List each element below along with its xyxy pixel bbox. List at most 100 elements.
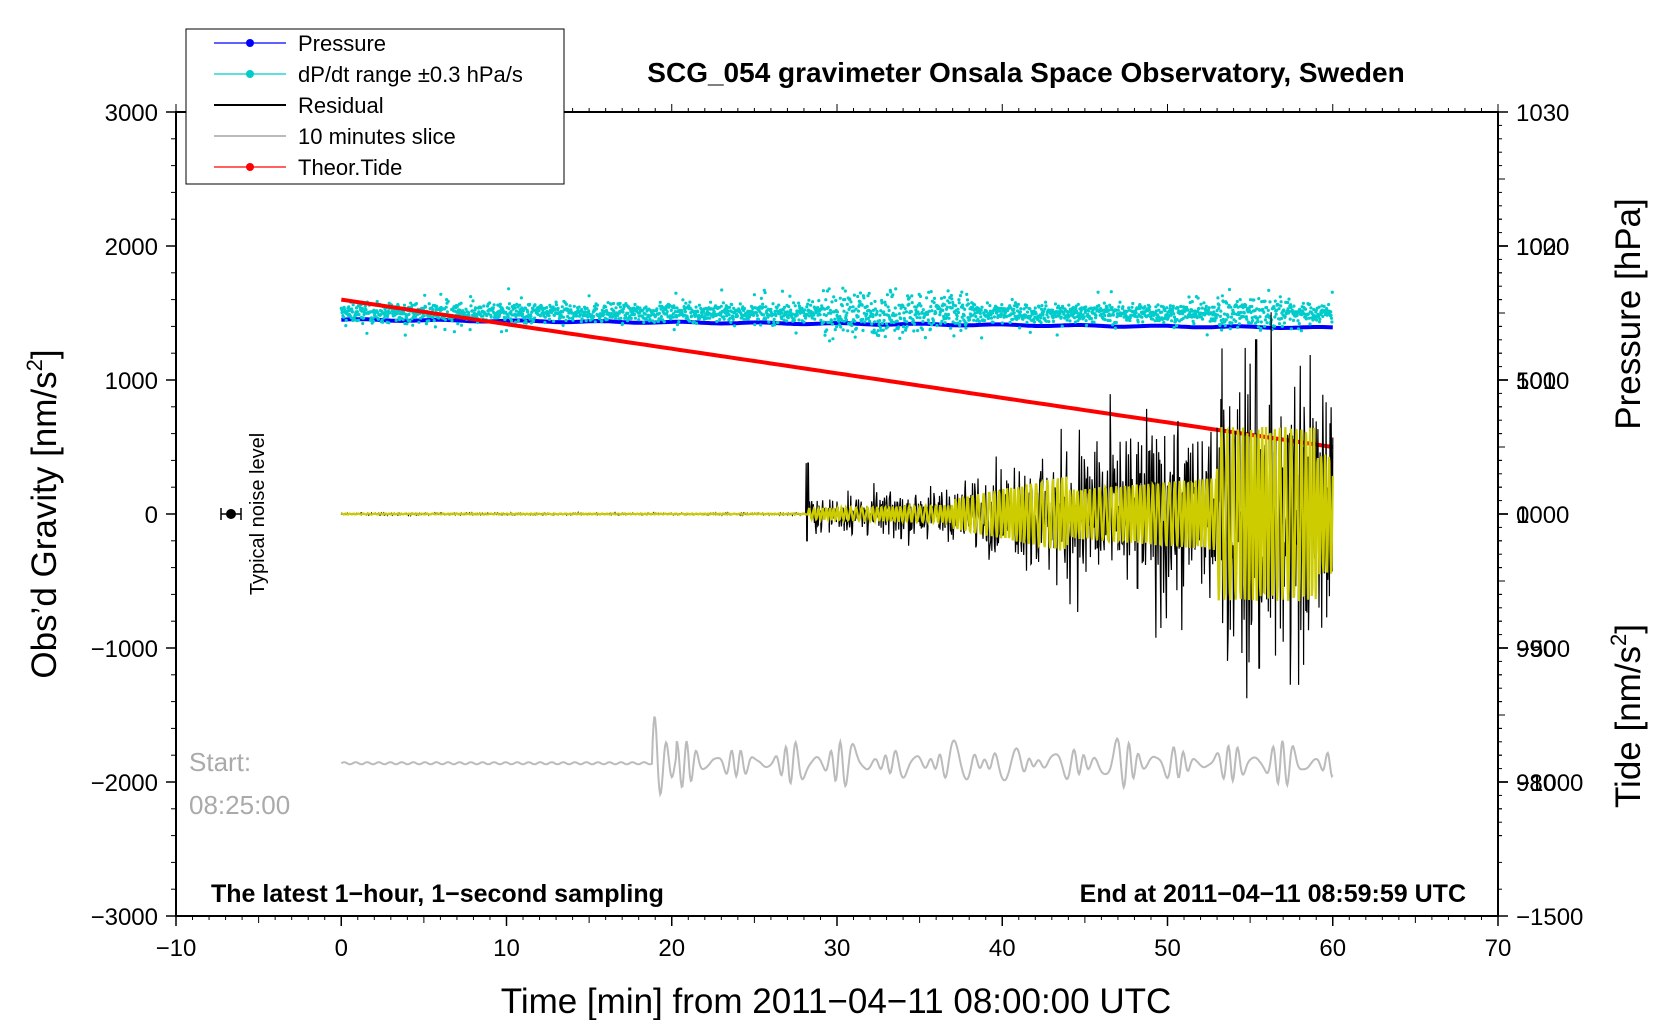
dpdt-point — [1181, 316, 1185, 321]
dpdt-point — [350, 310, 354, 314]
dpdt-point — [821, 289, 826, 293]
dpdt-point — [571, 318, 575, 322]
dpdt-point — [1028, 330, 1032, 334]
dpdt-point — [895, 319, 899, 323]
dpdt-point — [395, 311, 399, 316]
dpdt-point — [1218, 314, 1222, 318]
dpdt-point — [1205, 333, 1209, 337]
dpdt-point — [853, 335, 857, 339]
dpdt-point — [1200, 306, 1204, 310]
dpdt-point — [797, 318, 801, 322]
dpdt-point — [792, 301, 796, 305]
dpdt-point — [621, 310, 625, 314]
dpdt-point — [668, 303, 672, 307]
dpdt-point — [587, 294, 591, 298]
dpdt-point — [899, 306, 903, 310]
dpdt-point — [407, 312, 411, 316]
x-tick-label: 0 — [335, 935, 348, 962]
dpdt-point — [414, 315, 418, 320]
dpdt-point — [694, 321, 699, 325]
dpdt-point — [876, 329, 880, 333]
pressure-tick-label: 1010 — [1516, 368, 1569, 395]
dpdt-point — [1256, 316, 1260, 321]
dpdt-point — [1227, 287, 1232, 292]
dpdt-point — [1139, 305, 1143, 309]
dpdt-point — [1322, 304, 1326, 308]
dpdt-point — [684, 301, 688, 305]
dpdt-point — [972, 318, 976, 322]
dpdt-point — [1279, 316, 1284, 321]
dpdt-point — [1209, 311, 1213, 315]
dpdt-point — [1202, 301, 1206, 305]
dpdt-point — [1282, 309, 1286, 313]
dpdt-point — [1279, 304, 1283, 308]
dpdt-point — [675, 306, 679, 310]
dpdt-point — [1072, 316, 1077, 320]
dpdt-point — [1083, 308, 1087, 312]
dpdt-point — [954, 304, 958, 308]
y-tick-label: −3000 — [91, 904, 158, 931]
tide-tick-label: −1500 — [1516, 904, 1583, 931]
dpdt-point — [1021, 317, 1025, 321]
dpdt-point — [631, 309, 635, 313]
tide-tick-label: −1000 — [1516, 770, 1583, 797]
dpdt-point — [1055, 333, 1059, 337]
dpdt-point — [985, 310, 989, 314]
dpdt-point — [1089, 306, 1093, 310]
tide-label-sup: 2 — [1606, 634, 1631, 646]
dpdt-point — [1170, 309, 1175, 313]
dpdt-point — [806, 302, 810, 306]
dpdt-point — [824, 313, 828, 317]
dpdt-point — [393, 313, 397, 317]
dpdt-point — [1306, 312, 1310, 316]
dpdt-point — [916, 329, 920, 333]
dpdt-point — [1172, 315, 1177, 319]
dpdt-point — [1096, 290, 1100, 294]
dpdt-point — [856, 315, 860, 319]
dpdt-point — [1241, 315, 1246, 319]
dpdt-point — [720, 288, 724, 292]
x-tick-label: 30 — [824, 935, 851, 962]
dpdt-point — [955, 317, 959, 321]
dpdt-point — [764, 305, 768, 309]
dpdt-point — [729, 320, 733, 324]
dpdt-point — [1165, 306, 1169, 310]
dpdt-point — [1162, 320, 1166, 325]
dpdt-point — [884, 303, 888, 307]
dpdt-point — [488, 301, 492, 305]
dpdt-point — [450, 319, 454, 323]
dpdt-point — [459, 323, 464, 327]
dpdt-point — [1113, 326, 1117, 330]
dpdt-point — [833, 317, 837, 321]
dpdt-point — [1267, 288, 1271, 292]
dpdt-point — [664, 307, 668, 311]
dpdt-point — [813, 317, 817, 321]
dpdt-point — [1004, 315, 1009, 319]
dpdt-point — [1220, 328, 1224, 332]
dpdt-point — [753, 323, 757, 327]
dpdt-point — [371, 316, 375, 320]
dpdt-point — [1031, 312, 1035, 316]
dpdt-point — [1256, 325, 1260, 329]
dpdt-point — [1043, 307, 1047, 311]
dpdt-point — [1308, 322, 1312, 326]
dpdt-point — [901, 330, 905, 334]
dpdt-point — [656, 319, 661, 323]
dpdt-point — [577, 305, 581, 309]
dpdt-point — [1148, 305, 1152, 309]
dpdt-point — [985, 301, 990, 305]
pressure-series — [341, 317, 1333, 330]
dpdt-point — [912, 329, 916, 333]
dpdt-point — [469, 295, 473, 299]
dpdt-point — [521, 312, 525, 316]
dpdt-point — [521, 309, 526, 313]
dpdt-point — [404, 316, 409, 320]
dpdt-point — [1168, 304, 1172, 308]
dpdt-point — [357, 313, 361, 317]
dpdt-point — [949, 293, 954, 298]
dpdt-point — [889, 290, 893, 294]
dpdt-point — [1184, 305, 1189, 309]
dpdt-point — [1292, 304, 1296, 308]
dpdt-point — [980, 336, 984, 340]
legend-marker — [246, 39, 254, 47]
